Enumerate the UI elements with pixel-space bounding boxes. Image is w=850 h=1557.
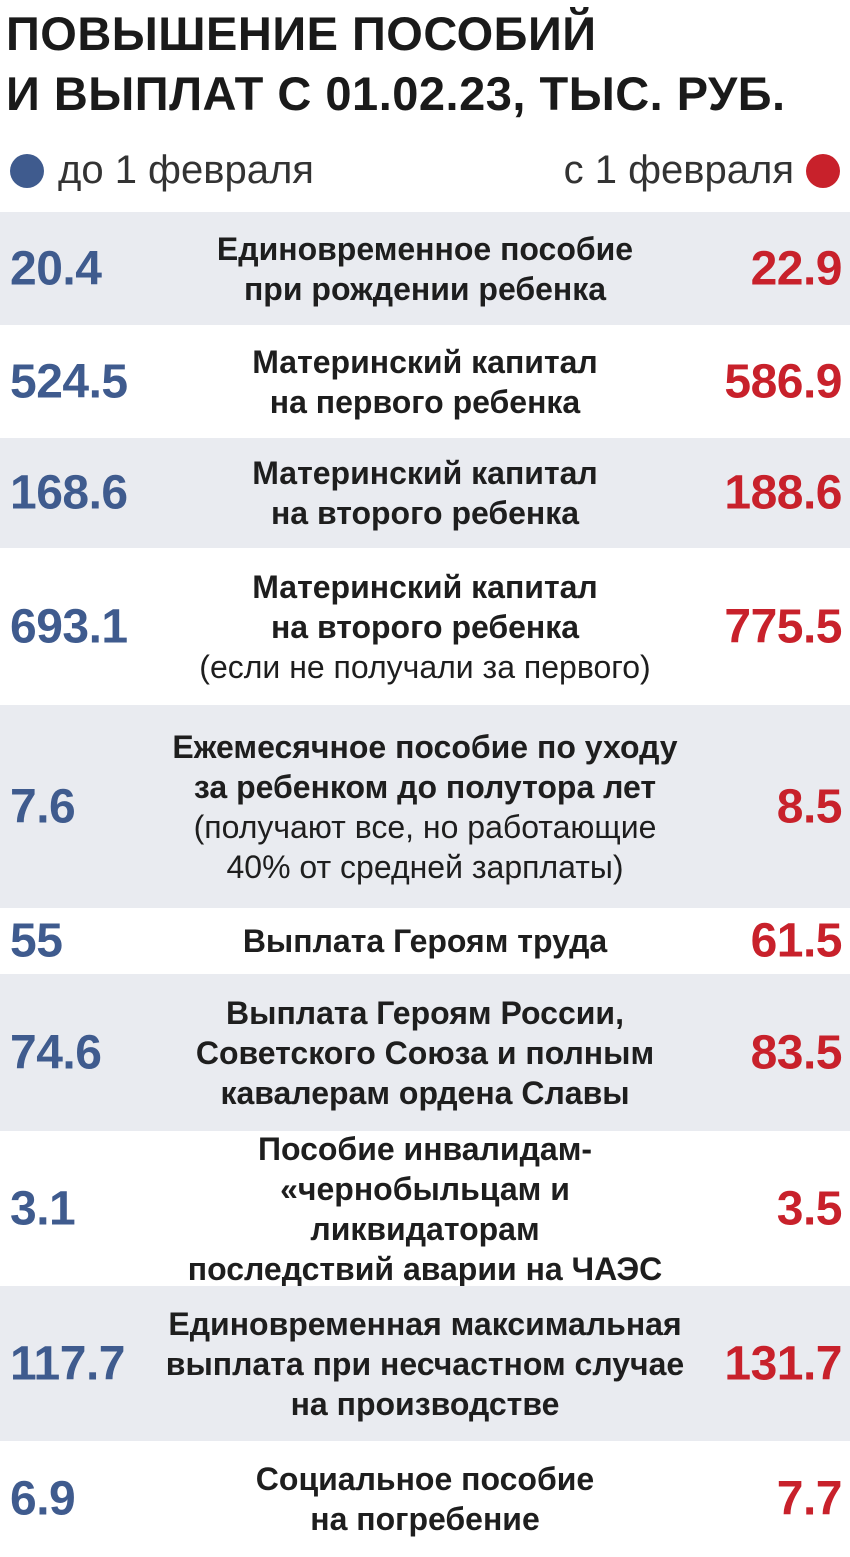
row-label-main: Выплата Героям труда [242, 923, 608, 959]
row-label: Социальное пособие на погребение [165, 1459, 685, 1539]
value-after: 586.9 [724, 355, 842, 408]
title-line-1: ПОВЫШЕНИЕ ПОСОБИЙ [6, 7, 597, 60]
row-label: Единовременная максимальная выплата при … [165, 1304, 685, 1424]
row-label: Выплата Героям труда [165, 921, 685, 961]
value-before: 20.4 [10, 242, 102, 295]
row-label: Выплата Героям России, Советского Союза … [165, 993, 685, 1113]
value-before: 7.6 [10, 780, 76, 833]
row-label-main: Материнский капитал на второго ребенка [252, 455, 598, 531]
row-label-main: Ежемесячное пособие по уходу за ребенком… [172, 728, 678, 805]
value-after: 3.5 [776, 1182, 843, 1235]
value-after: 131.7 [724, 1337, 842, 1390]
row-label: Ежемесячное пособие по уходу за ребенком… [165, 727, 685, 887]
chart-title: ПОВЫШЕНИЕ ПОСОБИЙ И ВЫПЛАТ С 01.02.23, Т… [6, 4, 846, 124]
row-label: Материнский капитал на второго ребенка [165, 453, 685, 533]
value-before: 168.6 [10, 466, 128, 520]
row-label-note: (если не получали за первого) [199, 648, 651, 685]
legend: до 1 февраля с 1 февраля [0, 140, 850, 202]
legend-item-after: с 1 февраля [564, 148, 840, 193]
blue-dot-icon [10, 153, 44, 188]
value-after: 188.6 [724, 466, 842, 520]
table-row: 55 Выплата Героям труда 61.5 [0, 908, 850, 974]
row-label-main: Пособие инвалидам- «чернобыльцам и ликви… [187, 1130, 663, 1287]
row-label-main: Материнский капитал на первого ребенка [252, 343, 598, 420]
value-before: 693.1 [10, 600, 128, 653]
value-after: 22.9 [750, 242, 843, 295]
row-label-main: Единовременная максимальная выплата при … [165, 1305, 685, 1422]
table-row: 20.4 Единовременное пособие при рождении … [0, 212, 850, 325]
row-label-main: Единовременное пособие при рождении ребе… [216, 230, 634, 307]
title-line-2: И ВЫПЛАТ С 01.02.23, ТЫС. РУБ. [6, 67, 786, 120]
legend-label-before: до 1 февраля [58, 148, 314, 192]
value-before: 55 [10, 914, 63, 968]
row-label-main: Социальное пособие на погребение [255, 1460, 595, 1537]
value-after: 61.5 [750, 914, 843, 968]
value-after: 7.7 [776, 1472, 843, 1525]
row-label-note: (получают все, но работающие 40% от сред… [193, 808, 657, 885]
table-row: 693.1 Материнский капитал на второго ребе… [0, 548, 850, 705]
value-after: 775.5 [724, 600, 842, 653]
table-row: 117.7 Единовременная максимальная выплата… [0, 1286, 850, 1441]
legend-label-after: с 1 февраля [563, 148, 794, 192]
row-label: Материнский капитал на первого ребенка [165, 342, 685, 422]
value-before: 6.9 [10, 1472, 76, 1525]
legend-item-before: до 1 февраля [10, 148, 314, 193]
row-label: Единовременное пособие при рождении ребе… [165, 229, 685, 309]
row-label-main: Выплата Героям России, Советского Союза … [195, 994, 655, 1111]
value-before: 74.6 [10, 1026, 102, 1079]
table-row: 7.6 Ежемесячное пособие по уходу за ребен… [0, 705, 850, 908]
row-label: Материнский капитал на второго ребенка (е… [165, 567, 685, 687]
value-before: 117.7 [10, 1337, 125, 1390]
value-before: 524.5 [10, 355, 128, 408]
red-dot-icon [806, 153, 840, 188]
benefits-table: 20.4 Единовременное пособие при рождении … [0, 212, 850, 1556]
value-after: 83.5 [750, 1026, 843, 1079]
row-label: Пособие инвалидам- «чернобыльцам и ликви… [165, 1129, 685, 1289]
table-row: 6.9 Социальное пособие на погребение 7.7 [0, 1441, 850, 1556]
table-row: 524.5 Материнский капитал на первого ребе… [0, 325, 850, 438]
table-row: 74.6 Выплата Героям России, Советского Со… [0, 974, 850, 1131]
table-row: 3.1 Пособие инвалидам- «чернобыльцам и ли… [0, 1129, 850, 1289]
value-before: 3.1 [10, 1182, 76, 1235]
table-row: 168.6 Материнский капитал на второго ребе… [0, 438, 850, 548]
value-after: 8.5 [776, 780, 843, 833]
row-label-main: Материнский капитал на второго ребенка [252, 568, 598, 645]
